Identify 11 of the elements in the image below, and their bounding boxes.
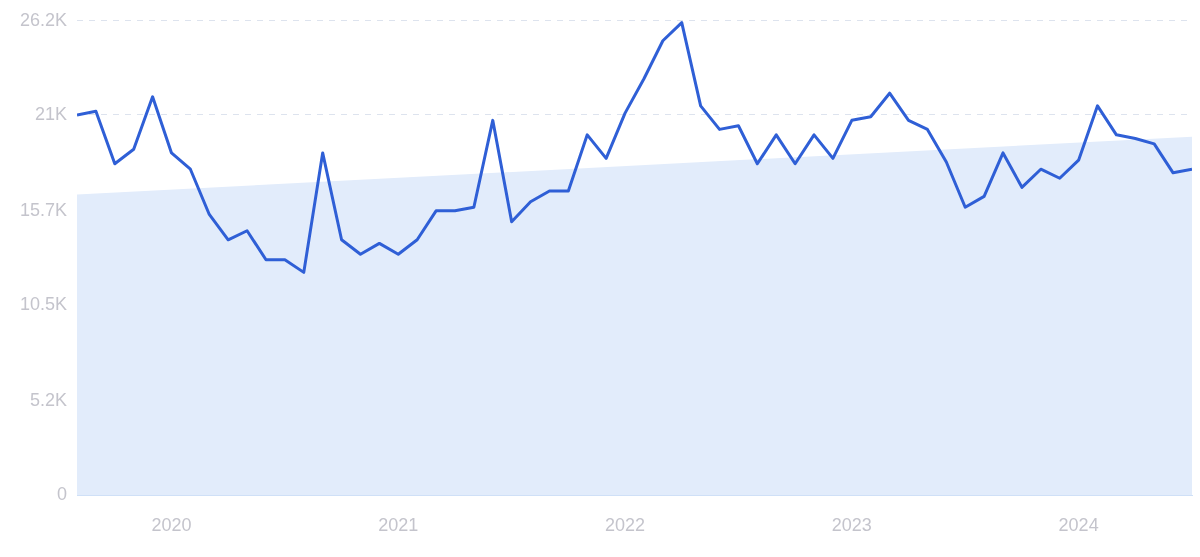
y-tick-label: 15.7K xyxy=(19,199,67,220)
x-tick-label: 2024 xyxy=(1058,514,1099,535)
x-tick-label: 2021 xyxy=(378,514,419,535)
y-tick-label: 5.2K xyxy=(29,389,67,410)
y-tick-label: 10.5K xyxy=(19,293,67,314)
x-tick-label: 2022 xyxy=(605,514,646,535)
y-tick-label: 0 xyxy=(56,483,67,504)
x-tick-label: 2020 xyxy=(151,514,192,535)
y-tick-label: 21K xyxy=(34,103,67,124)
y-tick-label: 26.2K xyxy=(19,9,67,30)
x-tick-label: 2023 xyxy=(831,514,872,535)
